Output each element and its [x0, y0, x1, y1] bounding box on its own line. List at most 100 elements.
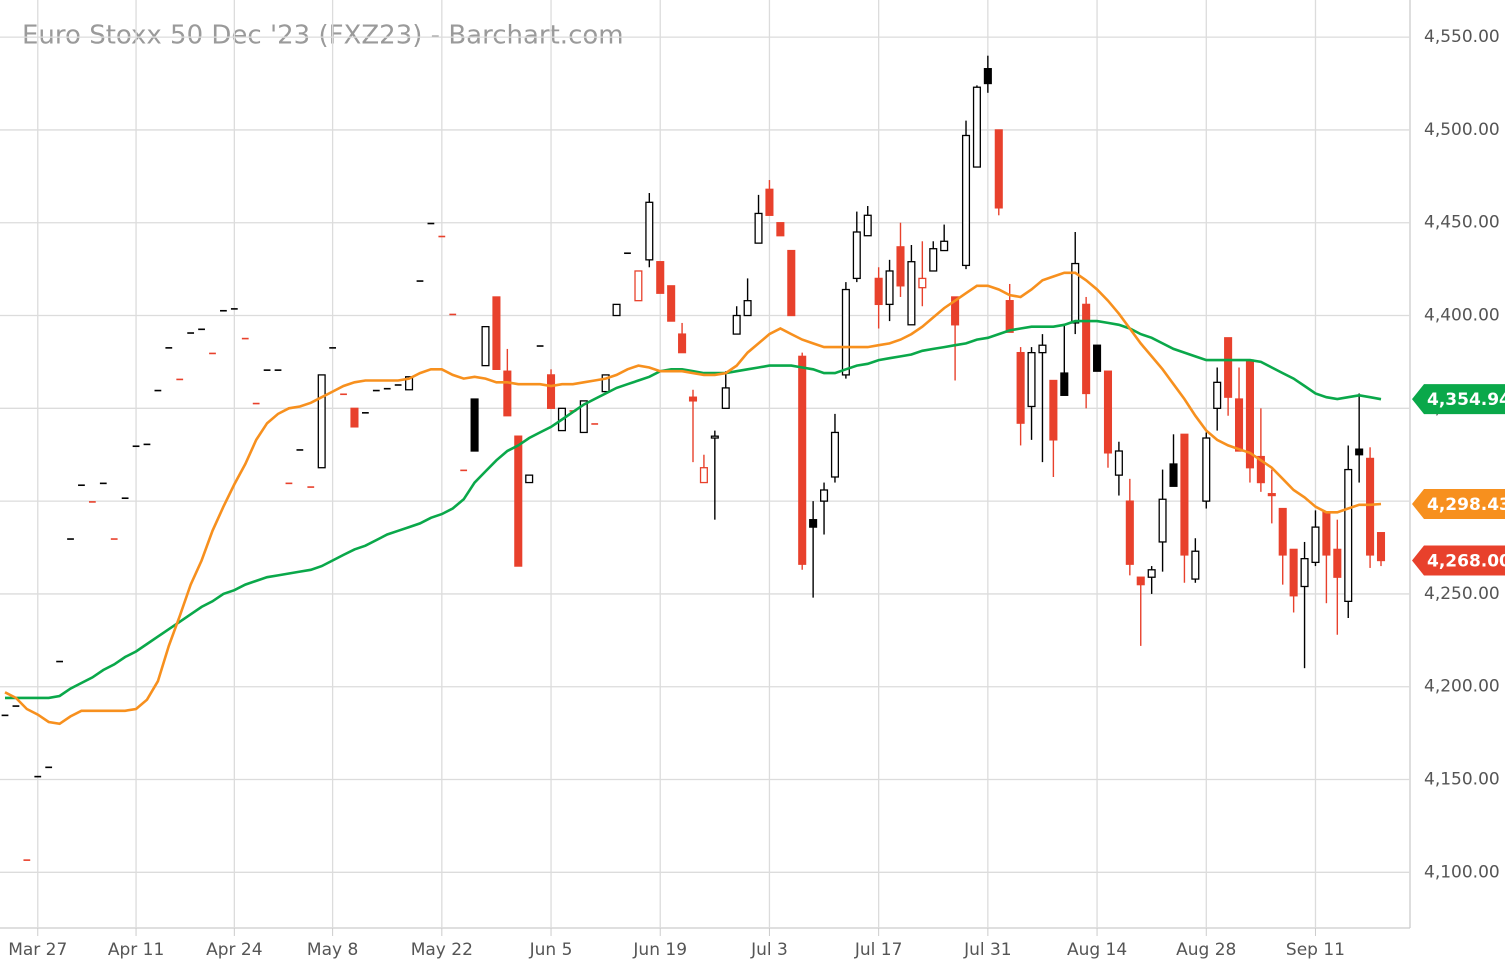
candle: [896, 222, 905, 297]
candle: [1376, 532, 1386, 567]
candle-body: [678, 333, 687, 354]
candle-body: [1147, 569, 1156, 578]
candle-body: [503, 370, 512, 417]
candle: [470, 398, 479, 452]
candle: [165, 347, 173, 349]
candle: [45, 766, 53, 769]
candle-body: [710, 435, 719, 439]
x-tick-label: Jul 17: [854, 940, 903, 960]
candle-body: [1060, 372, 1069, 396]
candle-body: [1093, 344, 1102, 372]
candle: [634, 270, 643, 302]
candle-body: [154, 389, 162, 392]
candle: [1093, 344, 1102, 372]
candle-body: [1158, 498, 1167, 543]
candle: [1256, 408, 1265, 492]
candle-body: [1366, 457, 1375, 556]
candle: [340, 393, 347, 396]
candle: [132, 445, 140, 448]
y-tick-label: 4,250.00: [1424, 584, 1500, 604]
candle-body: [721, 387, 730, 409]
candle-body: [601, 374, 610, 393]
candle: [885, 259, 894, 322]
candle: [110, 538, 118, 540]
candle: [1169, 434, 1178, 487]
candle: [1027, 347, 1036, 440]
candle: [1245, 359, 1254, 483]
candle: [765, 180, 774, 216]
x-tick-label: Jun 19: [632, 940, 687, 960]
price-tag-label: 4,268.00: [1427, 552, 1507, 572]
candle: [12, 705, 20, 707]
candle: [1, 714, 9, 717]
candle-body: [209, 352, 216, 355]
candle-body: [460, 469, 468, 472]
candle-body: [1333, 548, 1342, 578]
candle-body: [1049, 379, 1058, 441]
candle-body: [667, 285, 676, 322]
candle-body: [78, 484, 85, 487]
candle-body: [863, 214, 872, 237]
y-tick-label: 4,200.00: [1424, 677, 1500, 697]
candle-body: [110, 538, 118, 540]
candle: [492, 296, 501, 370]
candle-body: [405, 376, 414, 391]
y-tick-label: 4,550.00: [1424, 27, 1500, 47]
price-tag-label: 4,298.43: [1427, 495, 1507, 515]
candle-body: [809, 519, 818, 528]
candle-body: [907, 261, 916, 326]
candle-body: [492, 296, 501, 370]
candle-body: [972, 86, 981, 168]
candle-body: [514, 435, 523, 567]
candle: [230, 308, 238, 310]
x-tick-label: Apr 11: [108, 940, 164, 960]
candle: [56, 660, 63, 663]
candle-body: [416, 280, 424, 282]
candle-body: [579, 400, 588, 434]
candle: [252, 402, 260, 405]
candle-body: [656, 261, 665, 294]
candle-body: [1224, 337, 1233, 398]
candle: [918, 241, 927, 307]
candle-body: [1213, 381, 1222, 409]
candle: [1136, 576, 1145, 646]
candle-body: [765, 188, 774, 216]
candle-body: [88, 501, 96, 503]
candle: [1071, 232, 1080, 335]
candle-body: [1376, 532, 1386, 562]
candle-body: [470, 398, 479, 452]
candle-body: [383, 387, 391, 390]
candle: [285, 482, 293, 485]
candle-body: [1256, 455, 1265, 484]
candle-body: [23, 859, 31, 861]
candle: [1049, 379, 1058, 477]
candle-body: [372, 389, 380, 392]
candle-body: [252, 402, 260, 405]
price-tag-box: [1412, 545, 1505, 576]
candle: [863, 206, 872, 237]
candle-body: [1300, 558, 1309, 588]
candle: [1213, 367, 1222, 431]
candle-body: [612, 303, 621, 317]
candle: [732, 306, 741, 335]
candle-body: [929, 248, 938, 272]
overlay-last-value: 4,298.43: [1412, 489, 1507, 520]
candle: [317, 374, 326, 469]
candle: [961, 120, 971, 270]
candle: [645, 193, 654, 268]
candle: [460, 469, 468, 472]
candle-body: [317, 374, 326, 469]
candle-body: [699, 467, 708, 484]
candle-body: [340, 393, 347, 396]
candle-body: [1180, 433, 1189, 556]
y-tick-label: 4,450.00: [1424, 213, 1500, 233]
candle-body: [918, 277, 927, 289]
candle-body: [634, 270, 643, 302]
candle: [1333, 519, 1342, 635]
candle-body: [187, 332, 195, 334]
candle: [907, 244, 916, 326]
candle-body: [12, 705, 20, 707]
candle: [983, 55, 992, 93]
x-tick-label: Mar 27: [8, 940, 67, 960]
x-tick-label: Jul 31: [963, 940, 1012, 960]
